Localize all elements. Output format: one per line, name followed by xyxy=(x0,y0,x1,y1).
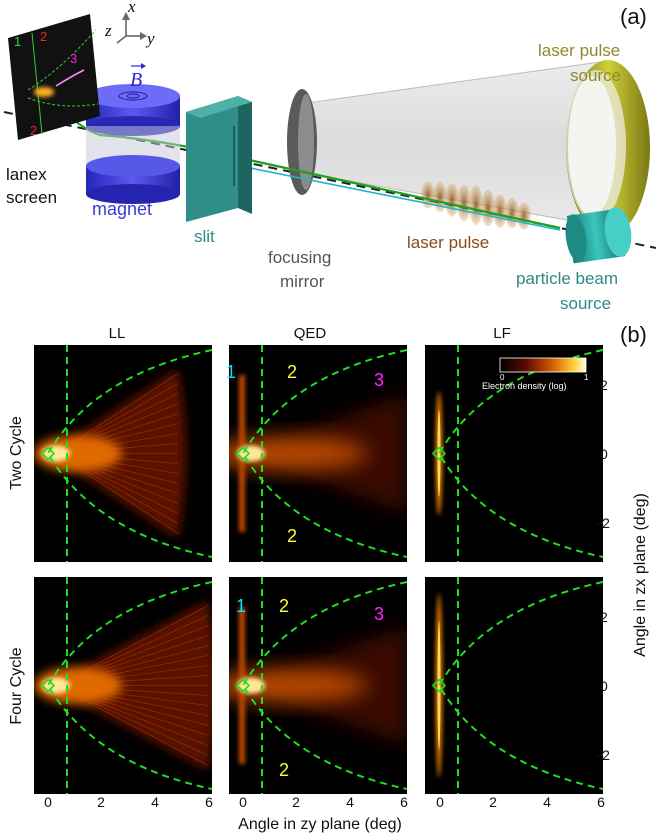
laser-pulse-disc xyxy=(517,202,531,230)
y-tick-bottom-neg2: −2 xyxy=(594,747,610,763)
colorbar-max-label: 1 xyxy=(584,373,589,382)
density-map-lf-two-cycle xyxy=(425,345,603,562)
panel-b-label: (b) xyxy=(620,322,647,347)
boundary-parabola xyxy=(437,349,603,558)
panel-b-density-maps: (b) LL QED LF Two Cycle Four Cycle 0 1 E… xyxy=(8,322,649,833)
screen-region-3: 3 xyxy=(70,51,77,66)
x-tick-ll-4: 4 xyxy=(151,794,159,810)
x-tick-qed-0: 0 xyxy=(239,794,247,810)
particle-source-label-line1: particle beam xyxy=(516,269,618,288)
colorbar: 0 1 Electron density (log) xyxy=(482,357,589,391)
mirror-label-line1: focusing xyxy=(268,248,331,267)
lanex-label-line1: lanex xyxy=(6,165,47,184)
slit-block xyxy=(186,96,252,222)
qed-top-region-1: 1 xyxy=(226,362,236,382)
svg-text:B: B xyxy=(130,69,142,91)
column-title-lf: LF xyxy=(493,325,511,342)
density-map-qed-two-cycle xyxy=(229,345,407,562)
y-tick-top-0: 0 xyxy=(600,446,608,462)
density-map-ll-two-cycle xyxy=(34,345,212,562)
lanex-label-line2: screen xyxy=(6,188,57,207)
mirror-label-line2: mirror xyxy=(280,272,325,291)
x-tick-qed-2: 2 xyxy=(292,794,300,810)
qed-bottom-region-2a: 2 xyxy=(279,596,289,616)
axis-y-label: y xyxy=(145,29,155,48)
qed-top-region-3: 3 xyxy=(374,370,384,390)
boundary-parabola xyxy=(241,581,407,790)
qed-bottom-region-2b: 2 xyxy=(279,760,289,780)
x-tick-ll-2: 2 xyxy=(97,794,105,810)
panel-a-label: (a) xyxy=(620,4,647,29)
laser-source-label-line2: source xyxy=(570,66,621,85)
laser-pulse-label: laser pulse xyxy=(407,233,489,252)
y-tick-bottom-2: 2 xyxy=(600,609,608,625)
qed-top-region-2b: 2 xyxy=(287,526,297,546)
laser-source-ring xyxy=(566,60,650,236)
y-tick-labels: 2 0 −2 2 0 −2 xyxy=(594,377,610,763)
row-title-two-cycle: Two Cycle xyxy=(8,416,25,490)
boundary-parabola xyxy=(437,581,603,790)
electron-beam-cyan xyxy=(239,165,561,231)
row-title-four-cycle: Four Cycle xyxy=(8,647,25,724)
x-tick-ll-0: 0 xyxy=(44,794,52,810)
b-field-symbol: B xyxy=(130,63,146,91)
axes-glyph: x y z xyxy=(104,0,155,48)
laser-pulse-disc xyxy=(469,185,483,225)
screen-region-1: 1 xyxy=(14,34,21,49)
x-tick-lf-2: 2 xyxy=(489,794,497,810)
laser-pulse-disc xyxy=(493,194,507,228)
qed-bottom-region-3: 3 xyxy=(374,604,384,624)
x-axis-label: Angle in zy plane (deg) xyxy=(238,816,402,833)
boundary-parabola xyxy=(46,349,212,558)
density-map-ll-four-cycle xyxy=(34,577,212,794)
x-tick-labels: 0 2 4 6 0 2 4 6 0 2 4 6 xyxy=(44,794,605,810)
x-tick-lf-6: 6 xyxy=(597,794,605,810)
axis-x-label: x xyxy=(127,0,136,16)
axis-z-label: z xyxy=(104,21,112,40)
focusing-mirror xyxy=(287,89,317,195)
boundary-parabola xyxy=(241,349,407,558)
qed-top-region-2a: 2 xyxy=(287,362,297,382)
laser-pulse-disc xyxy=(445,183,459,217)
x-tick-lf-0: 0 xyxy=(436,794,444,810)
column-title-qed: QED xyxy=(294,325,327,342)
laser-pulse-disc xyxy=(457,184,471,222)
colorbar-title: Electron density (log) xyxy=(482,381,567,391)
laser-pulse-disc xyxy=(421,181,435,209)
screen-region-2b: 2 xyxy=(30,123,37,138)
screen-region-2a: 2 xyxy=(40,29,47,44)
panel-a-schematic: 1 2 3 2 x y z B (a) lanex screen magnet … xyxy=(3,0,657,313)
magnet-label: magnet xyxy=(92,199,152,219)
density-map-lf-four-cycle xyxy=(425,577,603,794)
x-tick-ll-6: 6 xyxy=(205,794,213,810)
column-title-ll: LL xyxy=(109,325,126,342)
particle-beam-source xyxy=(565,207,632,264)
magnet xyxy=(86,84,180,204)
y-axis-label: Angle in zx plane (deg) xyxy=(632,493,649,657)
y-tick-bottom-0: 0 xyxy=(600,678,608,694)
y-tick-top-2: 2 xyxy=(600,377,608,393)
y-tick-top-neg2: −2 xyxy=(594,515,610,531)
lanex-screen: 1 2 3 2 xyxy=(8,14,100,140)
laser-source-label-line1: laser pulse xyxy=(538,41,620,60)
laser-pulse-disc xyxy=(505,197,519,229)
boundary-parabola xyxy=(46,581,212,790)
colorbar-min-label: 0 xyxy=(500,373,505,382)
particle-source-label-line2: source xyxy=(560,294,611,313)
x-tick-lf-4: 4 xyxy=(543,794,551,810)
density-map-qed-four-cycle xyxy=(229,577,407,794)
laser-pulse-disc xyxy=(481,189,495,227)
slit-label: slit xyxy=(194,227,215,246)
x-tick-qed-4: 4 xyxy=(346,794,354,810)
x-tick-qed-6: 6 xyxy=(400,794,408,810)
qed-bottom-region-1: 1 xyxy=(236,596,246,616)
